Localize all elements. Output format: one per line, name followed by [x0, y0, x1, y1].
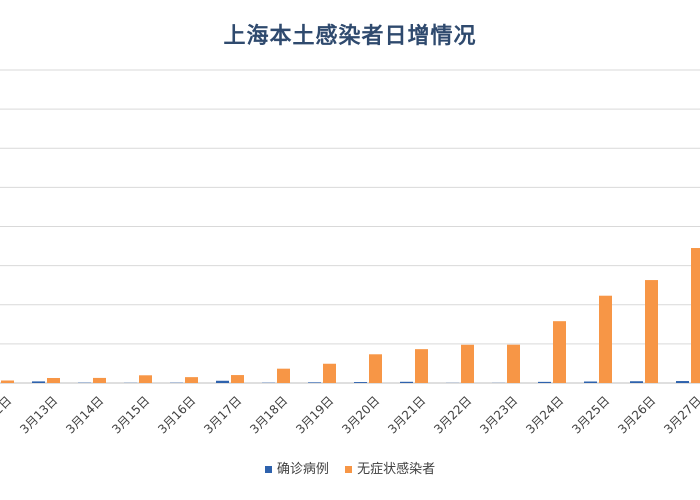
bar-asymptomatic[interactable] — [139, 375, 152, 383]
bar-confirmed[interactable] — [630, 381, 643, 383]
x-tick-label: 3月15日 — [109, 393, 152, 436]
x-tick-label: 3月18日 — [247, 393, 290, 436]
x-tick-label: 3月13日 — [17, 393, 60, 436]
bar-asymptomatic[interactable] — [369, 354, 382, 383]
chart-legend: 确诊病例 无症状感染者 — [0, 458, 700, 477]
x-tick-label: 3月12日 — [0, 393, 14, 436]
bar-asymptomatic[interactable] — [1, 380, 14, 383]
x-tick-label: 3月25日 — [569, 393, 612, 436]
x-tick-label: 3月26日 — [615, 393, 658, 436]
bar-asymptomatic[interactable] — [415, 349, 428, 383]
bar-confirmed[interactable] — [400, 381, 413, 383]
bar-confirmed[interactable] — [32, 381, 45, 383]
bar-confirmed[interactable] — [676, 381, 689, 383]
bar-asymptomatic[interactable] — [231, 375, 244, 383]
bar-asymptomatic[interactable] — [47, 377, 60, 383]
x-tick-label: 3月19日 — [293, 393, 336, 436]
chart-title: 上海本土感染者日增情况 — [223, 23, 477, 49]
x-tick-label: 3月17日 — [201, 393, 244, 436]
x-tick-label: 3月16日 — [155, 393, 198, 436]
bar-confirmed[interactable] — [308, 382, 321, 383]
legend-label-confirmed: 确诊病例 — [276, 462, 329, 477]
legend-swatch-confirmed — [264, 466, 272, 473]
bar-asymptomatic[interactable] — [599, 295, 612, 383]
bar-asymptomatic[interactable] — [553, 321, 566, 383]
bar-asymptomatic[interactable] — [277, 368, 290, 383]
legend-label-asymptomatic: 无症状感染者 — [357, 462, 436, 477]
bar-asymptomatic[interactable] — [323, 363, 336, 383]
bar-confirmed[interactable] — [584, 381, 597, 383]
x-tick-label: 3月23日 — [477, 393, 520, 436]
x-tick-label: 3月27日 — [661, 393, 700, 436]
x-tick-label: 3月24日 — [523, 393, 566, 436]
x-tick-label: 3月20日 — [339, 393, 382, 436]
x-tick-label: 3月21日 — [385, 393, 428, 436]
bar-confirmed[interactable] — [354, 382, 367, 383]
legend-item-asymptomatic[interactable]: 无症状感染者 — [345, 458, 435, 477]
legend-item-confirmed[interactable]: 确诊病例 — [264, 458, 329, 477]
x-tick-label: 3月22日 — [431, 393, 474, 436]
x-tick-label: 3月14日 — [63, 393, 106, 436]
bar-asymptomatic[interactable] — [461, 344, 474, 383]
bar-asymptomatic[interactable] — [645, 280, 658, 383]
bar-asymptomatic[interactable] — [185, 377, 198, 383]
bar-asymptomatic[interactable] — [507, 344, 520, 383]
legend-swatch-asymptomatic — [345, 466, 353, 473]
bar-asymptomatic[interactable] — [691, 248, 700, 383]
bar-confirmed[interactable] — [216, 380, 229, 383]
bar-confirmed[interactable] — [538, 381, 551, 383]
bar-asymptomatic[interactable] — [93, 377, 106, 383]
